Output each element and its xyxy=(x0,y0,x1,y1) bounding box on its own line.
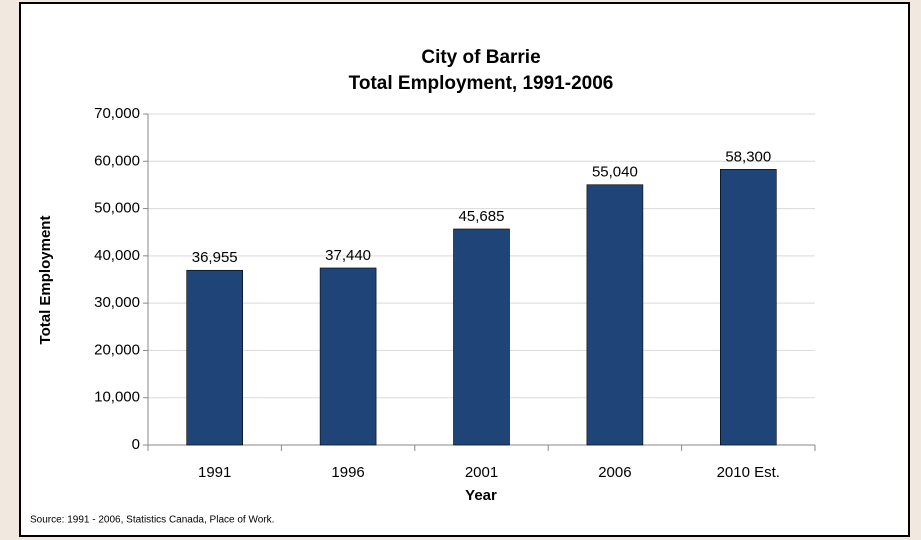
bar xyxy=(186,269,243,446)
chart-subtitle: Total Employment, 1991-2006 xyxy=(349,73,614,94)
bar xyxy=(319,267,377,446)
x-tick-label: 2010 Est. xyxy=(717,464,780,481)
bar xyxy=(586,184,644,446)
y-tick-label: 70,000 xyxy=(94,105,140,122)
y-tick-label: 10,000 xyxy=(94,389,140,406)
x-tick-label: 1996 xyxy=(331,464,364,481)
bar xyxy=(453,228,510,446)
source-note: Source: 1991 - 2006, Statistics Canada, … xyxy=(30,515,274,526)
data-label: 36,955 xyxy=(192,249,238,266)
y-tick-label: 50,000 xyxy=(94,200,140,217)
chart-title: City of Barrie xyxy=(421,47,540,68)
data-label: 58,300 xyxy=(725,148,771,165)
y-tick-label: 20,000 xyxy=(94,341,140,358)
y-axis-title: Total Employment xyxy=(37,216,54,345)
data-label: 55,040 xyxy=(592,164,638,181)
data-label: 45,685 xyxy=(459,208,505,225)
y-tick-label: 0 xyxy=(132,436,140,453)
bar xyxy=(719,169,777,446)
y-tick-label: 60,000 xyxy=(94,152,140,169)
data-label: 37,440 xyxy=(325,247,371,264)
x-tick-label: 1991 xyxy=(198,464,231,481)
y-tick-label: 30,000 xyxy=(94,294,140,311)
x-tick-label: 2006 xyxy=(598,464,631,481)
x-tick-label: 2001 xyxy=(465,464,498,481)
y-tick-label: 40,000 xyxy=(94,247,140,264)
x-axis-title: Year xyxy=(465,487,497,504)
